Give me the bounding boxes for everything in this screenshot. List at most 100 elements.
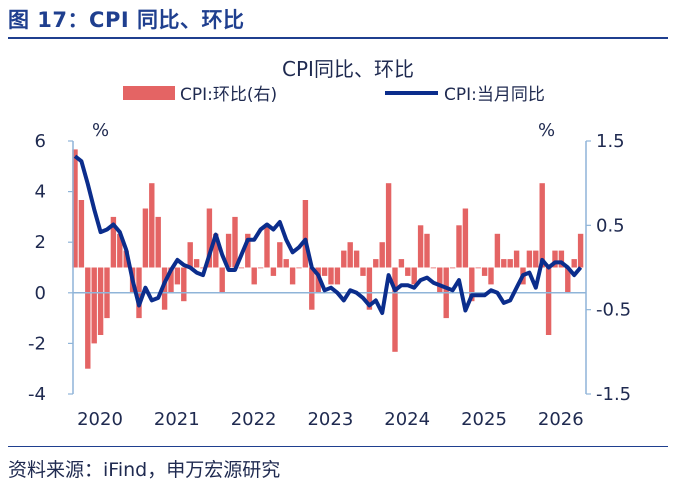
mom-bar	[533, 250, 539, 268]
x-tick-label: 2020	[77, 409, 123, 430]
mom-bar	[117, 233, 123, 268]
figure-title: 图 17：CPI 同比、环比	[8, 8, 245, 32]
mom-bar	[462, 208, 469, 268]
mom-bar	[449, 267, 456, 269]
x-tick-label: 2024	[384, 409, 430, 430]
legend-bar-swatch	[123, 86, 175, 100]
mom-bar	[552, 250, 558, 268]
mom-bar	[513, 250, 520, 268]
mom-bar	[181, 267, 187, 302]
mom-bar	[405, 267, 411, 276]
mom-bar	[232, 216, 238, 268]
left-unit-label: %	[92, 120, 109, 141]
right-tick-label: -0.5	[596, 300, 631, 321]
right-tick-label: -1.5	[596, 384, 631, 405]
x-tick-label: 2023	[307, 409, 353, 430]
mom-bar	[72, 149, 78, 268]
mom-bar	[494, 233, 501, 268]
mom-bar	[91, 267, 97, 344]
chart-title: CPI同比、环比	[282, 57, 414, 81]
cpi-chart: CPI同比、环比 CPI:环比(右) CPI:当月同比 % % -4 -2 0 2 4 6…	[28, 57, 631, 430]
mom-bar	[417, 225, 424, 268]
mom-bar	[456, 225, 462, 268]
mom-bar	[296, 267, 302, 269]
x-axis-ticks: 2020 2021 2022 2023 2024 2025 2026	[77, 409, 584, 430]
mom-bar	[270, 267, 277, 276]
mom-bar	[161, 267, 168, 310]
mom-bar	[302, 200, 309, 268]
mom-bar	[238, 267, 245, 269]
mom-bar	[571, 259, 577, 268]
yoy-line	[73, 154, 583, 315]
mom-bar	[78, 200, 85, 268]
mom-bar	[142, 208, 149, 268]
legend: CPI:环比(右) CPI:当月同比	[123, 85, 545, 105]
mom-bar	[430, 267, 437, 269]
mom-bar	[321, 267, 328, 276]
mom-bar	[309, 267, 315, 310]
mom-bar	[481, 267, 488, 276]
mom-bar	[392, 267, 398, 352]
mom-bar	[328, 267, 334, 285]
mom-bar	[97, 267, 104, 335]
mom-bar	[174, 267, 181, 285]
left-tick-label: 6	[35, 131, 46, 152]
mom-bar	[545, 267, 552, 335]
right-unit-label: %	[538, 120, 555, 141]
mom-bar	[257, 267, 264, 269]
mom-bar	[85, 267, 91, 369]
mom-bar	[283, 259, 289, 268]
mom-bar	[155, 216, 161, 268]
mom-bar	[565, 267, 571, 293]
mom-bar	[245, 233, 251, 268]
left-tick-label: 0	[35, 283, 46, 304]
right-tick-label: 0.5	[596, 215, 625, 236]
left-tick-label: -4	[28, 384, 46, 405]
mom-bar	[379, 242, 385, 268]
x-tick-label: 2021	[154, 409, 200, 430]
mom-bar	[334, 267, 341, 285]
mom-bar	[353, 250, 360, 268]
legend-bar-label: CPI:环比(右)	[180, 85, 277, 105]
mom-bar	[437, 267, 443, 293]
left-tick-label: -2	[28, 333, 46, 354]
left-tick-label: 2	[35, 232, 46, 253]
mom-bar	[213, 233, 219, 268]
mom-bar	[398, 259, 405, 268]
mom-bar	[168, 267, 174, 293]
mom-bar	[200, 267, 206, 269]
left-axis-ticks: -4 -2 0 2 4 6	[28, 131, 73, 405]
mom-bar	[341, 250, 347, 268]
mom-bar	[539, 183, 545, 268]
mom-bar	[347, 242, 353, 268]
right-axis-ticks: -1.5 -0.5 0.5 1.5	[586, 131, 631, 405]
legend-line-label: CPI:当月同比	[444, 85, 545, 105]
x-tick-label: 2022	[231, 409, 277, 430]
mom-bar	[469, 267, 475, 302]
mom-bar	[507, 259, 513, 268]
mom-bar	[277, 242, 283, 268]
mom-bar	[526, 250, 533, 268]
mom-bar	[501, 259, 507, 268]
right-tick-label: 1.5	[596, 131, 625, 152]
top-rule	[8, 37, 668, 39]
source-note: 资料来源：iFind，申万宏源研究	[8, 459, 281, 481]
mom-bar	[411, 267, 417, 285]
left-tick-label: 4	[35, 182, 46, 203]
x-tick-label: 2026	[538, 409, 584, 430]
bottom-rule	[8, 446, 668, 447]
mom-bar	[424, 233, 430, 268]
mom-bar	[219, 267, 225, 293]
mom-bar	[225, 233, 232, 268]
mom-bar	[264, 225, 270, 268]
mom-bar	[193, 259, 200, 268]
mom-bar	[373, 259, 379, 268]
mom-bar	[187, 242, 193, 268]
mom-bar	[110, 216, 117, 268]
mom-bar	[475, 267, 481, 269]
mom-bar	[206, 208, 213, 268]
mom-bar	[385, 183, 392, 268]
mom-bar	[577, 233, 584, 268]
mom-bar	[488, 267, 494, 285]
mom-bar	[558, 250, 565, 268]
